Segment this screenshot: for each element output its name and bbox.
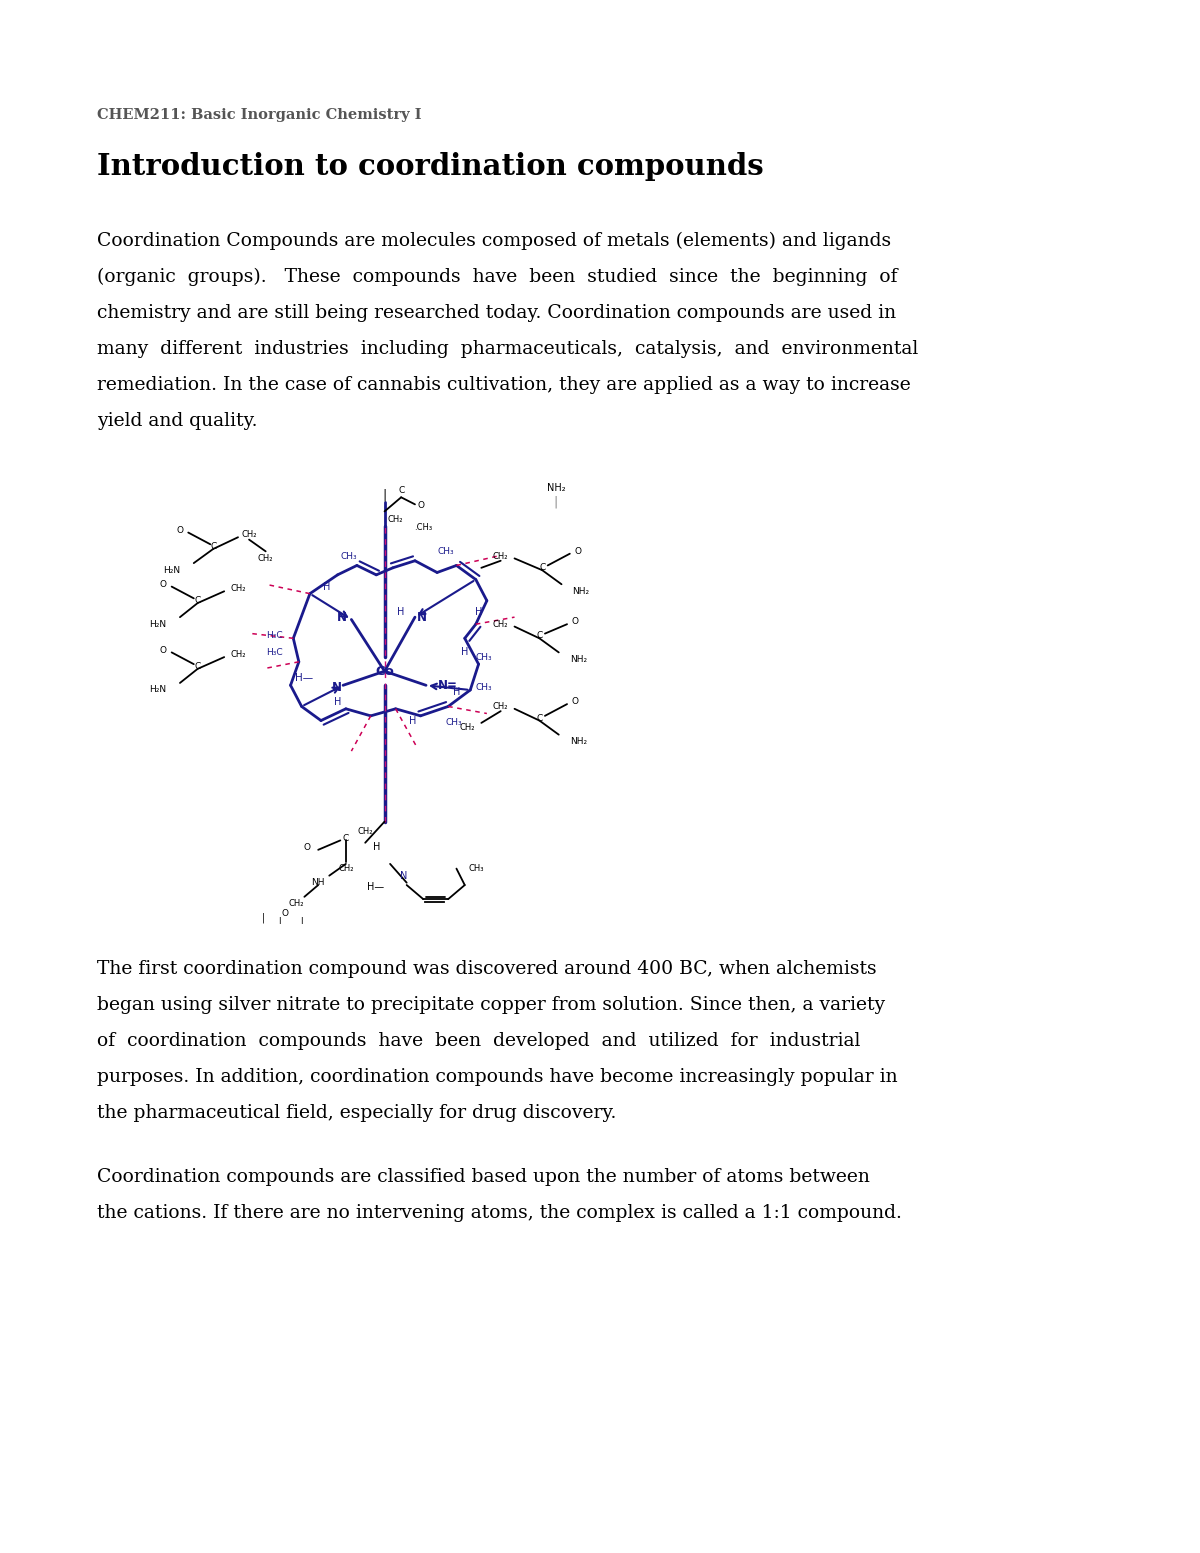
Text: of  coordination  compounds  have  been  developed  and  utilized  for  industri: of coordination compounds have been deve… xyxy=(97,1033,860,1050)
Text: O: O xyxy=(572,618,578,626)
Text: CH₂: CH₂ xyxy=(258,554,274,562)
Text: CH₂: CH₂ xyxy=(460,724,475,731)
Text: H₂N: H₂N xyxy=(163,565,180,575)
Text: Introduction to coordination compounds: Introduction to coordination compounds xyxy=(97,152,763,182)
Text: Co: Co xyxy=(376,665,394,677)
Text: C: C xyxy=(536,714,542,722)
Text: O: O xyxy=(160,579,167,589)
Text: remediation. In the case of cannabis cultivation, they are applied as a way to i: remediation. In the case of cannabis cul… xyxy=(97,376,911,394)
Text: CH₃: CH₃ xyxy=(475,683,492,693)
Text: O: O xyxy=(575,547,582,556)
Text: H—: H— xyxy=(294,674,313,683)
Text: CH₂: CH₂ xyxy=(230,584,246,593)
Text: H: H xyxy=(408,716,416,725)
Text: H: H xyxy=(452,688,460,697)
Text: CH₂: CH₂ xyxy=(288,899,304,909)
Text: NH₂: NH₂ xyxy=(547,483,565,492)
Text: Coordination compounds are classified based upon the number of atoms between: Coordination compounds are classified ba… xyxy=(97,1168,870,1186)
Text: CH₂: CH₂ xyxy=(493,702,509,711)
Text: Coordination Compounds are molecules composed of metals (elements) and ligands: Coordination Compounds are molecules com… xyxy=(97,231,892,250)
Text: CH₃: CH₃ xyxy=(437,547,454,556)
Text: H: H xyxy=(461,648,468,657)
Text: CH₂: CH₂ xyxy=(338,863,354,873)
Text: |: | xyxy=(383,489,386,502)
Text: The first coordination compound was discovered around 400 BC, when alchemists: The first coordination compound was disc… xyxy=(97,960,877,978)
Text: CH₃: CH₃ xyxy=(341,551,356,561)
Text: NH: NH xyxy=(312,877,325,887)
Text: O: O xyxy=(572,697,578,707)
Text: NH₂: NH₂ xyxy=(572,587,589,596)
Text: the cations. If there are no intervening atoms, the complex is called a 1:1 comp: the cations. If there are no intervening… xyxy=(97,1204,902,1222)
Text: |: | xyxy=(262,913,264,922)
Text: many  different  industries  including  pharmaceuticals,  catalysis,  and  envir: many different industries including phar… xyxy=(97,340,918,359)
Text: began using silver nitrate to precipitate copper from solution. Since then, a va: began using silver nitrate to precipitat… xyxy=(97,995,886,1014)
Text: (organic  groups).   These  compounds  have  been  studied  since  the  beginnin: (organic groups). These compounds have b… xyxy=(97,269,898,286)
Text: CH₂: CH₂ xyxy=(241,531,257,539)
Text: purposes. In addition, coordination compounds have become increasingly popular i: purposes. In addition, coordination comp… xyxy=(97,1068,898,1086)
Text: C: C xyxy=(398,486,404,495)
Text: H: H xyxy=(397,607,404,618)
Text: CH₃: CH₃ xyxy=(445,719,462,727)
Text: C: C xyxy=(194,662,200,671)
Text: O: O xyxy=(304,843,311,853)
Text: H: H xyxy=(323,582,330,592)
Text: C: C xyxy=(210,542,216,551)
Text: I: I xyxy=(300,916,302,926)
Text: CH₃: CH₃ xyxy=(475,652,492,662)
Text: H: H xyxy=(475,607,482,618)
Text: NH₂: NH₂ xyxy=(570,655,587,665)
Text: CH₂: CH₂ xyxy=(358,826,373,836)
Text: H₂N: H₂N xyxy=(149,620,166,629)
Text: CH₂: CH₂ xyxy=(388,516,403,525)
Text: H₃C: H₃C xyxy=(265,632,282,640)
Text: NH₂: NH₂ xyxy=(570,738,587,745)
Text: CH₂: CH₂ xyxy=(493,620,509,629)
Text: N: N xyxy=(336,610,347,624)
Text: CHEM211: Basic Inorganic Chemistry I: CHEM211: Basic Inorganic Chemistry I xyxy=(97,109,421,123)
Text: O: O xyxy=(160,646,167,654)
Text: O: O xyxy=(176,526,184,534)
Text: chemistry and are still being researched today. Coordination compounds are used : chemistry and are still being researched… xyxy=(97,304,896,321)
Text: N: N xyxy=(401,871,408,881)
Text: H: H xyxy=(372,842,380,853)
Text: C: C xyxy=(539,564,545,573)
Text: |: | xyxy=(554,495,558,508)
Text: H₂N: H₂N xyxy=(149,685,166,694)
Text: O: O xyxy=(282,909,288,918)
Text: H₃C: H₃C xyxy=(265,648,282,657)
Text: C: C xyxy=(194,596,200,606)
Text: the pharmaceutical field, especially for drug discovery.: the pharmaceutical field, especially for… xyxy=(97,1104,617,1121)
Text: N=: N= xyxy=(438,679,458,691)
Text: N: N xyxy=(331,682,342,694)
Text: CH₂: CH₂ xyxy=(230,651,246,660)
Text: I: I xyxy=(278,916,281,926)
Text: C: C xyxy=(343,834,349,843)
Text: C: C xyxy=(536,632,542,640)
Text: CH₂: CH₂ xyxy=(493,551,509,561)
Text: yield and quality.: yield and quality. xyxy=(97,412,258,430)
Text: O: O xyxy=(418,502,424,511)
Text: N: N xyxy=(416,610,427,624)
Text: H: H xyxy=(334,697,341,707)
Text: .CH₃: .CH₃ xyxy=(414,523,432,533)
Text: CH₃: CH₃ xyxy=(468,863,484,873)
Text: H—: H— xyxy=(367,882,384,893)
